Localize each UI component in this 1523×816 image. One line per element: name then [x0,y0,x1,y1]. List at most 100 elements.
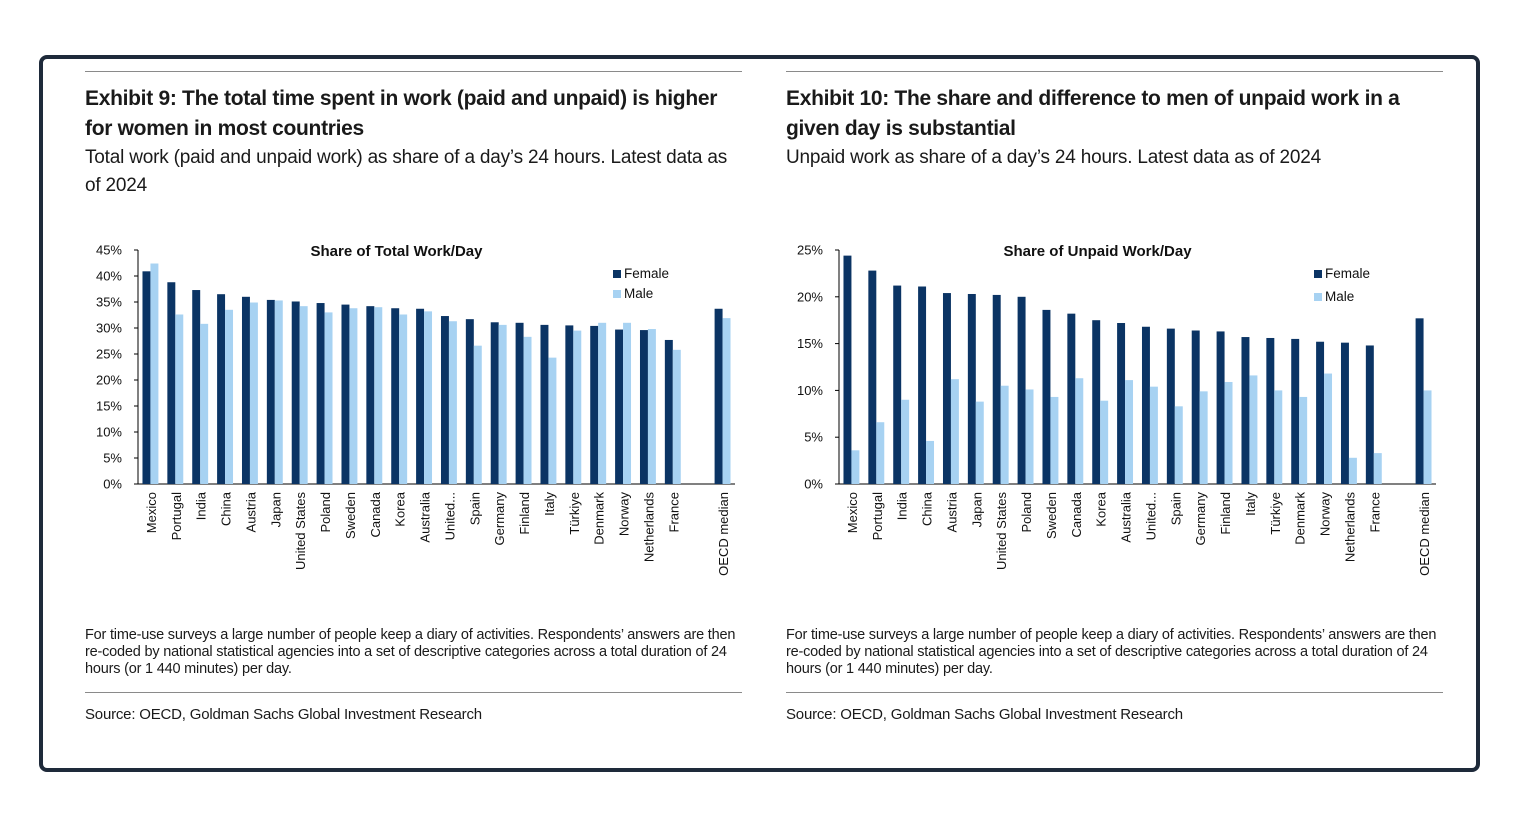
total-work-bar-chart: Share of Total Work/Day 0% 5% 10% 15% 20% 25% 3… [96,243,735,576]
category-label: Germany [1193,492,1208,546]
bar-female-oecd-median [714,308,723,484]
y-tick-label: 10% [96,425,122,440]
category-label: Türkiye [1268,492,1283,535]
category-label: United States [994,492,1009,571]
top-divider [85,71,742,72]
bar-female-sweden [1042,309,1051,484]
bottom-divider [786,692,1443,693]
bar-male-netherlands [647,329,656,484]
bar-female-norway [1316,341,1325,484]
category-label: Spain [1168,492,1183,525]
y-tick-label: 20% [797,289,823,304]
bar-female-denmark [590,325,599,484]
category-label: India [895,491,910,520]
legend-label-male: Male [624,286,653,301]
legend-swatch-male [1314,293,1322,301]
bar-male-italy [1249,375,1258,484]
unpaid-work-bar-chart: Share of Unpaid Work/Day 0% 5% 10% 15% 20% 25%… [797,243,1436,576]
exhibit-10-panel: Exhibit 10: The share and difference to … [786,0,1443,816]
category-label: Finland [1218,492,1233,535]
bar-male-japan [975,401,984,484]
source-line: Source: OECD, Goldman Sachs Global Inves… [85,706,482,723]
category-label: Mexico [144,492,159,533]
y-tick-label: 25% [797,243,823,258]
category-label: Sweden [1044,492,1059,539]
bar-female-united- [440,316,449,484]
bar-male-portugal [175,314,184,484]
bar-male-italy [548,357,557,484]
bar-female-france [1365,345,1374,484]
y-tick-label: 0% [804,477,823,492]
y-tick-label: 45% [96,243,122,258]
top-divider [786,71,1443,72]
chart-title: Share of Unpaid Work/Day [1003,243,1192,260]
category-label: OECD median [716,492,731,576]
bar-female-spain [1166,328,1175,484]
bar-female-spain [465,319,474,484]
bar-female-norway [615,329,624,484]
bar-female-t-rkiye [565,325,574,484]
bar-female-mexico [843,255,852,484]
exhibit-subtitle: Total work (paid and unpaid work) as sha… [85,147,728,196]
bar-female-sweden [341,304,350,484]
legend-swatch-female [1314,270,1322,278]
bar-female-austria [241,296,250,484]
category-label: United States [293,492,308,571]
bar-male-france [1373,453,1382,484]
category-label: China [920,491,935,526]
category-label: Austria [944,491,959,532]
exhibit-subtitle: Unpaid work as share of a day’s 24 hours… [786,147,1322,168]
bar-male-denmark [598,322,607,484]
category-label: Germany [492,492,507,546]
bar-female-austria [942,293,951,484]
bar-male-france [672,349,681,484]
bar-male-netherlands [1348,457,1357,484]
bar-female-mexico [142,271,151,484]
bar-female-poland [1017,296,1026,484]
legend-swatch-female [613,270,621,278]
y-tick-label: 25% [96,347,122,362]
category-label: Japan [969,492,984,527]
bar-male-mexico [851,450,860,484]
category-label: Australia [418,491,433,542]
category-label: United... [442,492,457,540]
y-tick-label: 5% [804,430,823,445]
category-label: Italy [1243,492,1258,516]
y-tick-label: 0% [103,477,122,492]
bar-male-united-states [1000,385,1009,484]
bar-male-mexico [150,263,159,484]
bar-male-korea [1100,400,1109,484]
bar-female-denmark [1291,338,1300,484]
legend-label-male: Male [1325,289,1354,304]
methodology-note: For time-use surveys a large number of p… [85,627,736,677]
y-tick-label: 10% [797,383,823,398]
bar-female-japan [967,293,976,484]
y-tick-label: 15% [797,336,823,351]
category-label: United... [1143,492,1158,540]
category-label: Australia [1119,491,1134,542]
category-label: China [219,491,234,526]
bar-male-portugal [876,422,885,484]
y-tick-label: 20% [96,373,122,388]
bar-female-japan [266,299,275,484]
bar-female-australia [1117,323,1126,484]
bar-male-united-states [299,306,308,484]
bar-female-netherlands [639,330,648,484]
bar-male-india [200,323,209,484]
y-tick-label: 35% [96,295,122,310]
bar-female-canada [1067,313,1076,484]
y-tick-label: 30% [96,321,122,336]
bar-male-spain [473,345,482,484]
bar-female-poland [316,303,325,484]
exhibit-title: Exhibit 9: The total time spent in work … [85,87,718,140]
category-label: Sweden [343,492,358,539]
category-label: France [666,492,681,532]
bar-male-finland [523,336,532,484]
bar-male-australia [424,311,433,484]
bar-male-united- [1149,386,1158,484]
bar-male-poland [324,312,333,484]
bar-male-canada [374,307,383,484]
category-label: Netherlands [641,492,656,563]
bar-male-austria [249,302,258,484]
bar-female-india [192,290,201,484]
